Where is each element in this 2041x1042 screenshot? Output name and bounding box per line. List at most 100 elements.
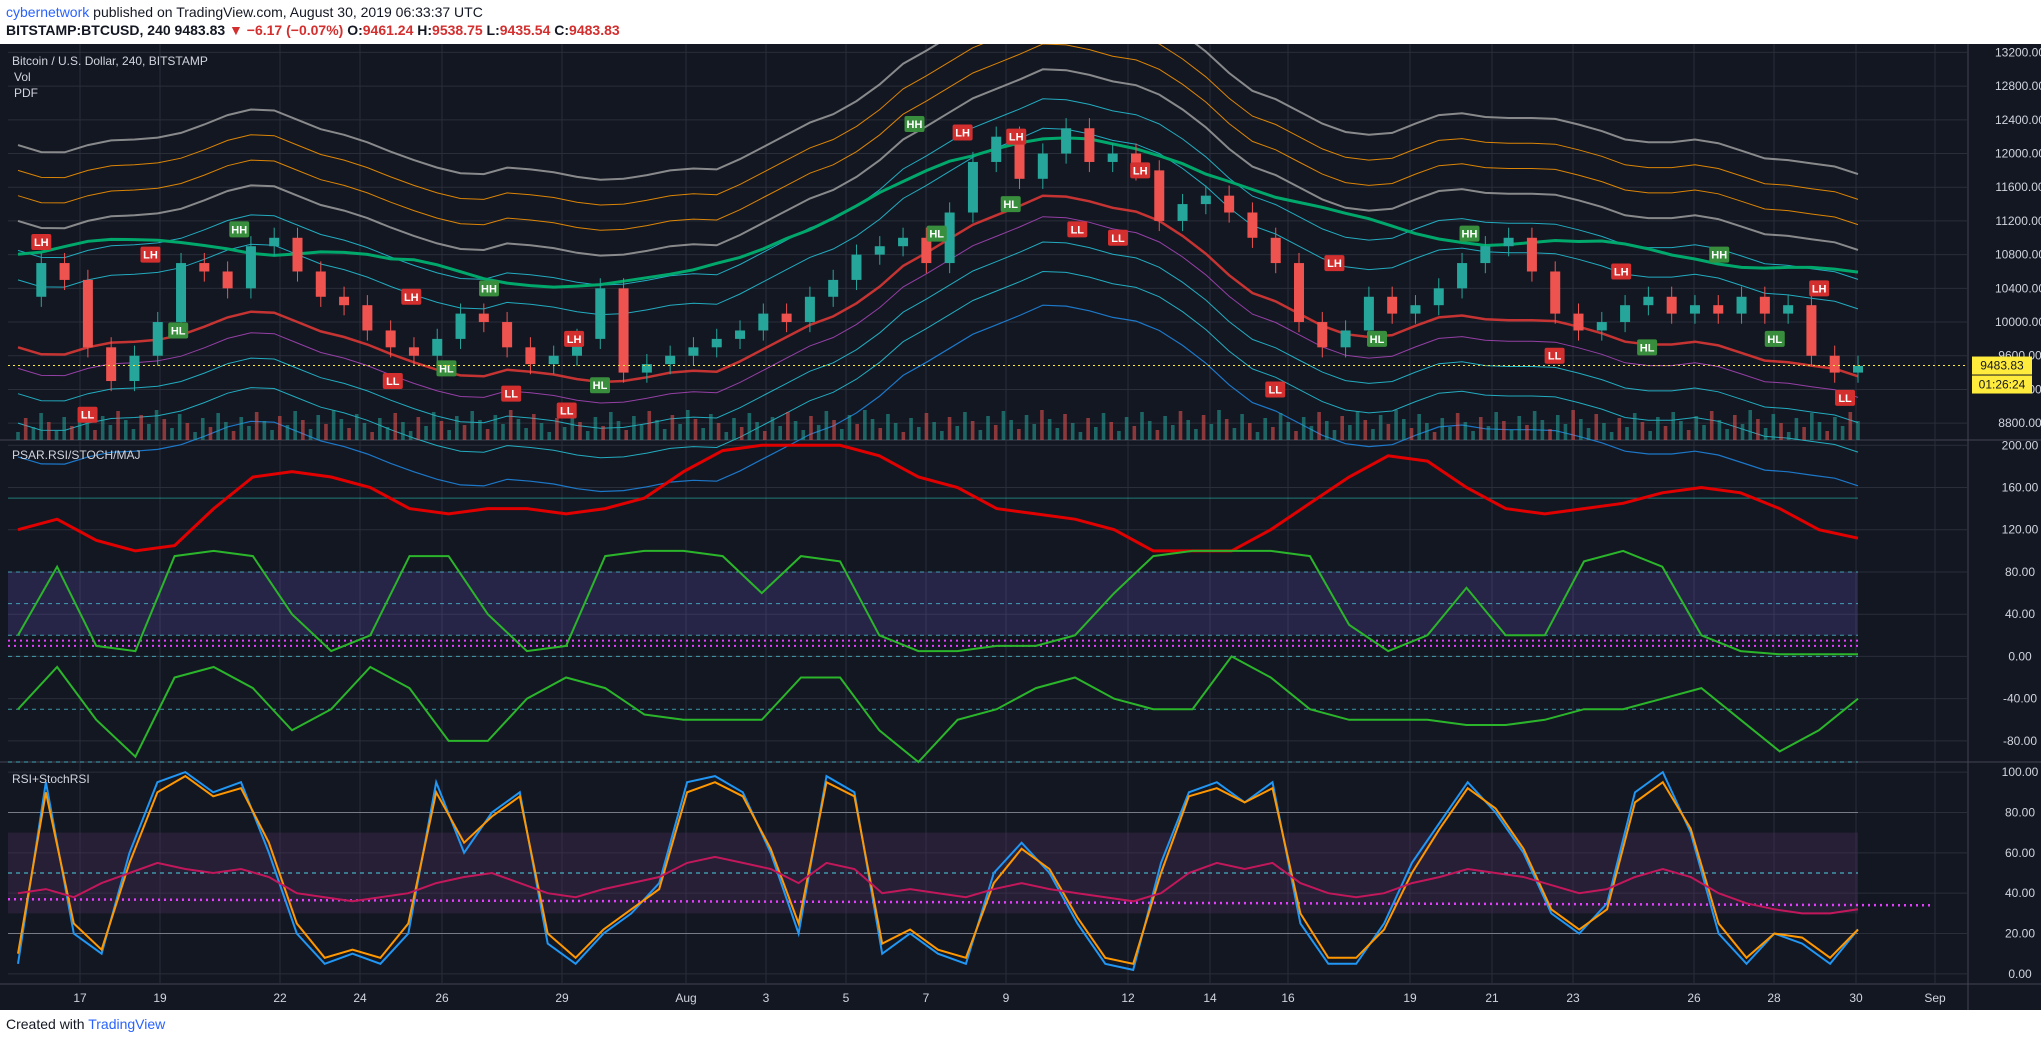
time-tick-label: 14 [1203,991,1217,1005]
volume-bar [131,429,136,440]
low-label: L: [486,22,500,38]
swing-marker-label: HH [231,224,247,236]
time-tick-label: 19 [1403,991,1417,1005]
candle-body [1666,296,1677,314]
volume-bar [693,419,698,440]
volume-bar [177,414,182,440]
tradingview-link[interactable]: TradingView [88,1016,166,1032]
swing-marker-label: HH [1462,229,1478,241]
price-tick-label: -80.00 [2003,734,2037,748]
volume-bar [1055,428,1060,440]
volume-bar [93,430,97,440]
candle-body [828,279,839,297]
volume-bar [1163,416,1167,440]
author-link[interactable]: cybernetwork [6,4,90,20]
swing-marker-box [564,330,585,347]
volume-bar [539,423,544,440]
candle-body [1037,153,1048,179]
volume-bar [154,410,159,440]
low-value: 9435.54 [499,22,551,38]
candle-body [129,355,140,382]
swing-marker-box [1265,381,1286,398]
volume-bar [331,410,336,440]
volume-bar [1217,410,1221,440]
volume-bar [1540,420,1545,440]
candle-body [1480,246,1491,264]
volume-bar [1232,428,1237,440]
volume-bar [1509,430,1514,440]
volume-bar [1332,430,1337,440]
candle-body [106,347,117,382]
volume-bar [1271,427,1275,440]
swing-marker-box [401,288,422,305]
swing-marker-box [1324,255,1345,272]
volume-bar [347,428,351,440]
volume-bar [1101,413,1106,440]
time-tick-label: 26 [435,991,449,1005]
price-tick-label: 11200.00 [1995,214,2041,228]
candle-body [1853,365,1863,373]
price-tick-label: 10400.00 [1995,281,2041,295]
price-tick-label: 0.00 [2008,649,2032,663]
candle-body [292,237,303,272]
candle-body [1829,355,1840,373]
volume-bar [809,416,813,440]
swing-marker-box [479,280,499,297]
candle-body [921,237,932,264]
candle-body [1433,288,1444,306]
volume-bar [609,412,613,440]
chart-area[interactable]: 17 19 22 24 26 29 Aug 3 5 7 9 12 14 16 19 21 23 26 28 30 Sep… [0,44,2041,1010]
swing-marker-label: LH [1009,132,1024,144]
volume-bar [1301,417,1306,440]
rsi-panel-title: RSI+StochRSI [12,772,90,786]
candle-body [1759,296,1770,314]
publish-line: cybernetwork published on TradingView.co… [6,4,483,20]
time-tick-label: 22 [273,991,287,1005]
candle-body [1247,212,1258,238]
volume-bar [239,417,244,440]
price-tick-label: 160.00 [2002,481,2039,495]
volume-bar [1309,426,1314,440]
envelope-band-line [17,216,1859,404]
volume-bar [1763,428,1768,440]
volume-bar [593,417,598,440]
price-tick-label: 0.00 [2008,967,2032,981]
volume-bar [624,430,629,440]
volume-bar [978,430,983,440]
price-tick-label: 11600.00 [1995,180,2041,194]
swing-marker-box [501,385,522,402]
swing-marker-label: HH [1711,250,1727,262]
psar-series-line [17,443,1859,553]
volume-bar [455,416,459,440]
volume-bar [970,421,975,440]
envelope-band-line [17,127,1859,316]
volume-bar [1856,421,1860,440]
candle-body [991,136,1002,162]
volume-bar [108,425,113,440]
candle-body [478,313,489,323]
volume-bar [1070,423,1075,440]
candle-body [1806,305,1817,356]
volume-bar [893,423,898,440]
swing-marker-label: LL [386,376,400,388]
volume-bar [1078,432,1083,440]
volume-bar [254,412,259,440]
volume-bar [46,422,51,440]
volume-bar [1109,422,1114,440]
volume-bar [886,414,890,440]
candle-body [1457,263,1468,289]
candle-body [315,271,326,297]
swing-marker-label: LL [560,406,574,418]
volume-bar [1786,432,1791,440]
volume-bar [378,418,382,440]
candle-body [595,288,606,339]
swing-marker-label: LL [81,410,95,422]
time-tick-label: 16 [1281,991,1295,1005]
volume-bar [62,417,66,440]
candle-body [571,338,582,356]
rsi-dotted-line [7,897,1931,907]
swing-marker-label: LL [1071,224,1085,236]
volume-bar [1840,426,1845,440]
swing-marker-label: HL [1640,342,1655,354]
volume-bar [1686,430,1691,440]
